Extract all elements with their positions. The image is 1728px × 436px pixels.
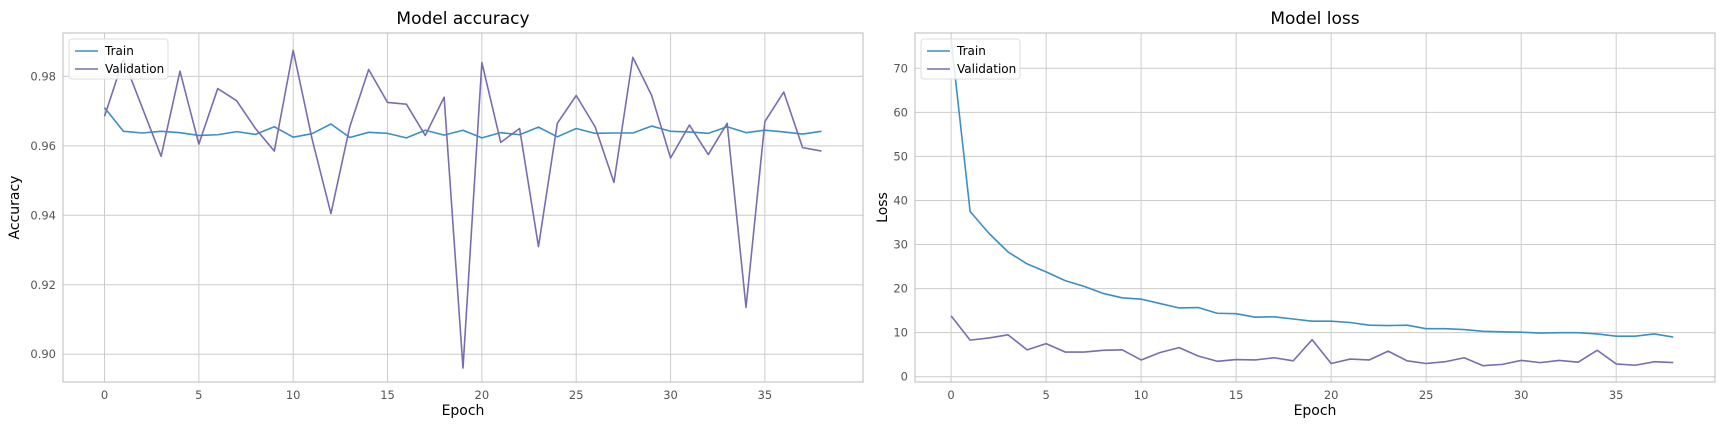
y-tick-label: 40 <box>893 193 908 207</box>
y-tick-label: 60 <box>893 105 908 119</box>
legend: Train Validation <box>68 38 169 80</box>
x-tick-label: 35 <box>758 388 773 402</box>
legend-label-validation: Validation <box>105 62 164 76</box>
x-tick-label: 35 <box>1609 388 1624 402</box>
legend-label-validation: Validation <box>957 62 1016 76</box>
x-tick-label: 30 <box>663 388 678 402</box>
y-tick-label: 0.92 <box>30 278 56 292</box>
accuracy-chart: 0 5 10 15 20 25 30 35 0.90 0.92 0.94 0.96 0.98 Model … <box>7 9 864 419</box>
series-line-train <box>103 107 822 139</box>
plot-area <box>915 33 1715 382</box>
y-tick-label: 30 <box>893 238 908 252</box>
y-tick-label: 50 <box>893 149 908 163</box>
x-tick-label: 5 <box>1042 388 1049 402</box>
legend: Train Validation <box>920 38 1021 80</box>
x-axis-label: Epoch <box>1294 403 1337 419</box>
x-tick-label: 15 <box>1229 388 1244 402</box>
x-tick-label: 0 <box>947 388 954 402</box>
plot-area <box>63 33 863 382</box>
y-tick-label: 0.98 <box>30 69 56 83</box>
legend-label-train: Train <box>104 44 134 58</box>
x-tick-label: 20 <box>1324 388 1339 402</box>
chart-title: Model accuracy <box>396 9 529 29</box>
x-tick-label: 30 <box>1514 388 1529 402</box>
y-tick-label: 0.90 <box>30 347 56 361</box>
plot-frame <box>914 32 1716 383</box>
x-tick-label: 10 <box>286 388 301 402</box>
y-tick-label: 10 <box>893 326 908 340</box>
plot-frame <box>62 32 864 383</box>
x-tick-label: 25 <box>1419 388 1434 402</box>
x-axis-label: Epoch <box>442 403 485 419</box>
y-tick-label: 20 <box>893 282 908 296</box>
x-tick-label: 25 <box>569 388 584 402</box>
series-line-validation <box>103 49 822 369</box>
x-tick-label: 20 <box>475 388 490 402</box>
legend-label-train: Train <box>956 44 986 58</box>
series-line-train <box>950 39 1674 338</box>
y-tick-label: 0.94 <box>30 208 56 222</box>
y-tick-label: 70 <box>893 61 908 75</box>
x-tick-label: 10 <box>1134 388 1149 402</box>
series-line-validation <box>950 315 1674 367</box>
y-tick-label: 0.96 <box>30 139 56 153</box>
chart-title: Model loss <box>1270 9 1359 29</box>
x-tick-label: 5 <box>195 388 202 402</box>
y-axis-label: Accuracy <box>7 176 23 240</box>
y-tick-label: 0 <box>901 370 908 384</box>
x-tick-label: 0 <box>101 388 108 402</box>
loss-chart: 0 5 10 15 20 25 30 35 0 10 20 30 40 50 60 70 Model loss E… <box>875 9 1716 419</box>
y-axis-label: Loss <box>875 192 891 223</box>
x-tick-label: 15 <box>380 388 395 402</box>
